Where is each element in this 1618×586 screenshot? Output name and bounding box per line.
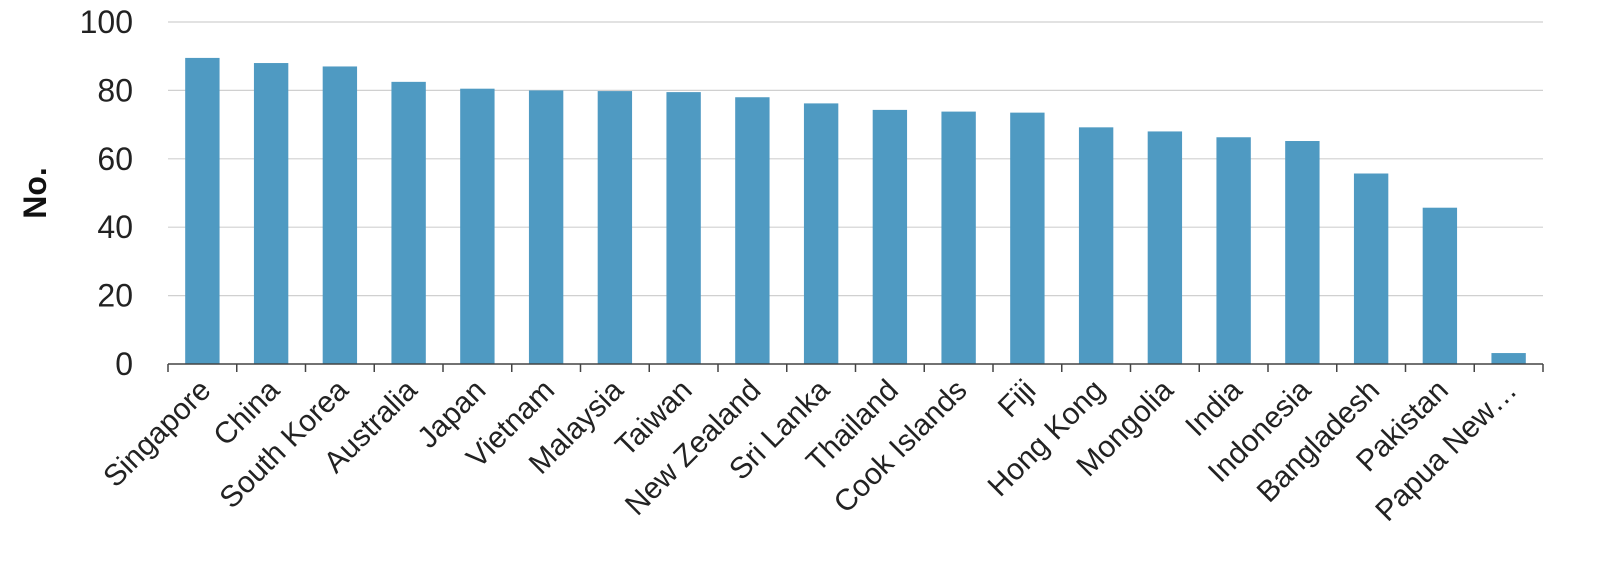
bar [391,81,426,364]
bar [735,97,770,365]
bar [1078,127,1114,364]
bar [460,88,495,364]
bar [666,92,701,365]
bar [322,66,358,365]
bar [803,103,839,365]
bar [1285,141,1320,364]
y-tick-label: 100 [80,4,133,40]
bar [185,57,220,364]
y-tick-label: 40 [97,209,133,245]
bar [597,91,633,365]
bar [1491,353,1526,364]
bar [1353,173,1389,364]
x-axis [167,363,1544,372]
x-tick-label: Fiji [992,374,1042,424]
bar [253,63,289,364]
bar [1422,207,1458,364]
y-tick-label: 20 [97,278,133,314]
bar [872,109,908,364]
x-tick-label: Singapore [97,374,217,494]
bar [941,111,976,364]
bar [1147,131,1183,364]
bar [528,90,564,365]
y-tick-labels: 0 20 40 60 80 100 [80,4,133,382]
bars [185,57,1526,365]
gridlines [168,21,1543,297]
bar [1010,112,1045,364]
y-tick-label: 80 [97,72,133,108]
y-tick-label: 60 [97,141,133,177]
y-tick-label: 0 [115,346,133,382]
bar [1216,137,1251,364]
y-axis-title: No. [17,167,53,219]
